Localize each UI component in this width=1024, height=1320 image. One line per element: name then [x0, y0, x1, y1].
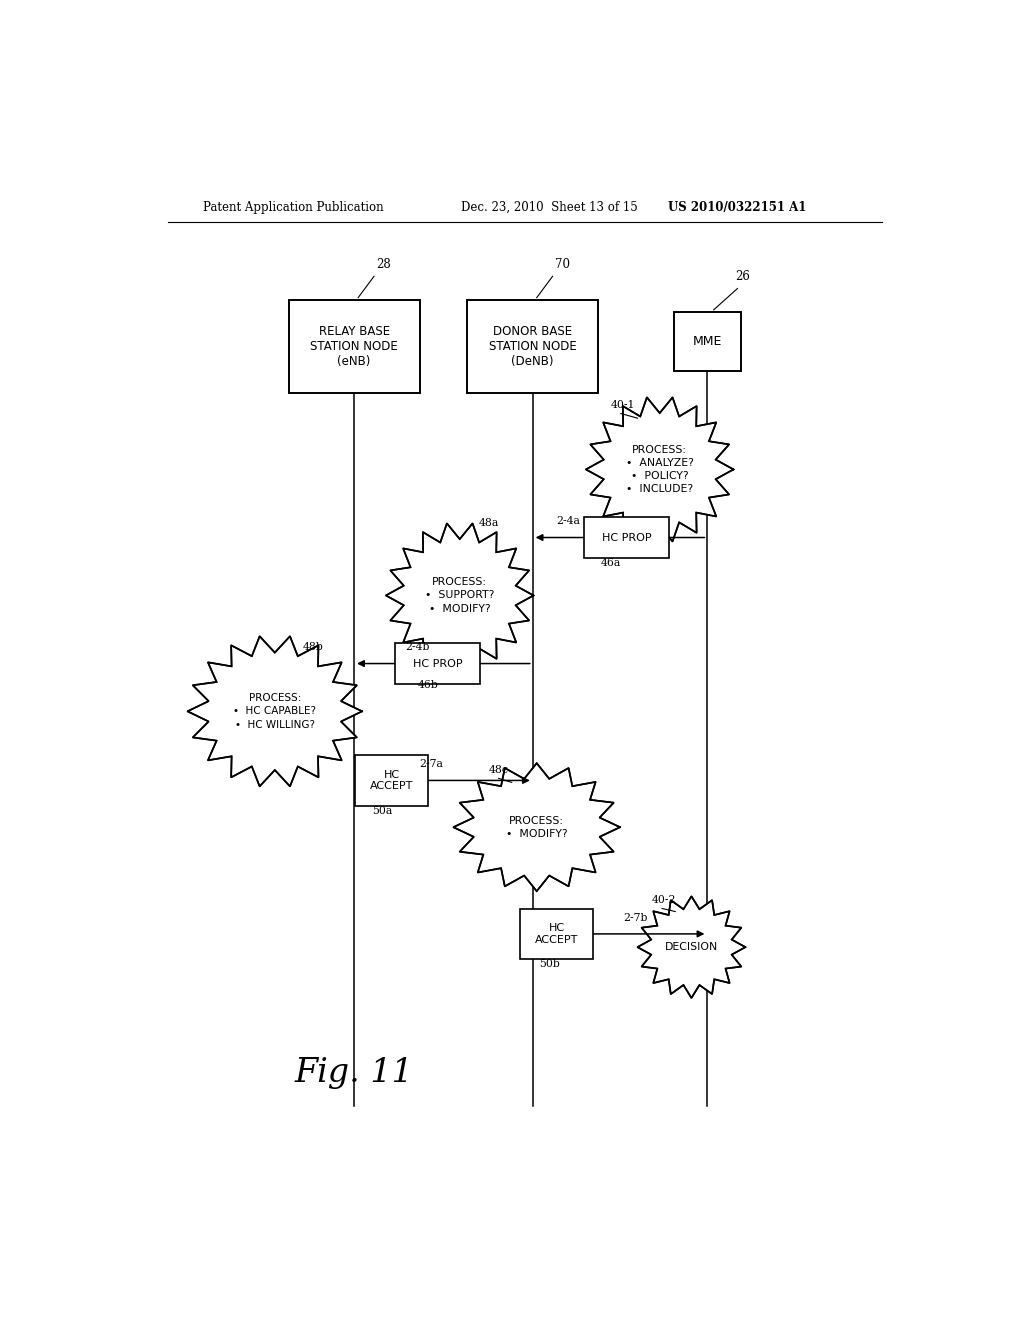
- FancyBboxPatch shape: [674, 312, 741, 371]
- Text: MME: MME: [692, 335, 722, 348]
- Text: 40-1: 40-1: [610, 400, 635, 411]
- Text: 50b: 50b: [539, 960, 560, 969]
- Text: DONOR BASE
STATION NODE
(DeNB): DONOR BASE STATION NODE (DeNB): [488, 325, 577, 368]
- Text: 28: 28: [377, 259, 391, 271]
- Text: 70: 70: [555, 259, 570, 271]
- Text: DECISION: DECISION: [665, 942, 718, 952]
- FancyBboxPatch shape: [355, 755, 428, 805]
- Text: HC PROP: HC PROP: [413, 659, 462, 668]
- Polygon shape: [187, 636, 362, 787]
- Text: PROCESS:
•  MODIFY?: PROCESS: • MODIFY?: [506, 816, 567, 838]
- Polygon shape: [586, 397, 733, 541]
- Text: HC
ACCEPT: HC ACCEPT: [535, 923, 579, 945]
- Polygon shape: [386, 524, 534, 668]
- Text: 48a: 48a: [479, 519, 500, 528]
- FancyBboxPatch shape: [520, 908, 593, 960]
- Text: 50a: 50a: [373, 805, 392, 816]
- Text: HC PROP: HC PROP: [601, 532, 651, 543]
- Text: Fig. 11: Fig. 11: [295, 1057, 414, 1089]
- Text: PROCESS:
•  ANALYZE?
•  POLICY?
•  INCLUDE?: PROCESS: • ANALYZE? • POLICY? • INCLUDE?: [626, 445, 693, 494]
- FancyBboxPatch shape: [584, 517, 670, 558]
- Text: 26: 26: [735, 271, 750, 284]
- Text: Dec. 23, 2010  Sheet 13 of 15: Dec. 23, 2010 Sheet 13 of 15: [461, 201, 638, 214]
- FancyBboxPatch shape: [289, 300, 420, 393]
- Text: PROCESS:
•  SUPPORT?
•  MODIFY?: PROCESS: • SUPPORT? • MODIFY?: [425, 577, 495, 614]
- Polygon shape: [638, 896, 745, 998]
- Text: HC
ACCEPT: HC ACCEPT: [370, 770, 413, 791]
- Text: 46b: 46b: [418, 680, 438, 690]
- Text: Patent Application Publication: Patent Application Publication: [204, 201, 384, 214]
- Text: US 2010/0322151 A1: US 2010/0322151 A1: [668, 201, 806, 214]
- Text: PROCESS:
•  HC CAPABLE?
•  HC WILLING?: PROCESS: • HC CAPABLE? • HC WILLING?: [233, 693, 316, 730]
- Text: 2-7a: 2-7a: [419, 759, 443, 770]
- Text: 2-4b: 2-4b: [406, 643, 430, 652]
- FancyBboxPatch shape: [394, 643, 480, 684]
- Text: 46a: 46a: [601, 558, 622, 568]
- Text: 2-7b: 2-7b: [624, 912, 648, 923]
- Text: 48b: 48b: [302, 643, 324, 652]
- Polygon shape: [454, 763, 620, 891]
- Text: 40-2: 40-2: [652, 895, 676, 906]
- Text: 48c: 48c: [488, 766, 508, 775]
- Text: RELAY BASE
STATION NODE
(eNB): RELAY BASE STATION NODE (eNB): [310, 325, 398, 368]
- Text: 2-4a: 2-4a: [556, 516, 581, 527]
- FancyBboxPatch shape: [467, 300, 598, 393]
